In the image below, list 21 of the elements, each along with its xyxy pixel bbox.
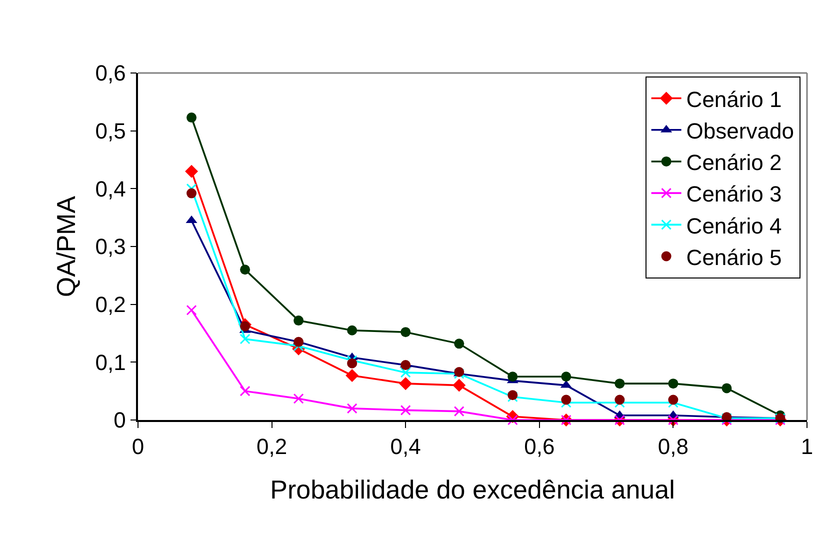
- legend-label: Cenário 1: [686, 86, 782, 112]
- y-tick-label: 0: [114, 408, 126, 433]
- y-tick-label: 0,1: [95, 350, 126, 375]
- legend-label: Cenário 2: [686, 150, 782, 176]
- x-axis-title: Probabilidade do excedência anual: [270, 474, 675, 504]
- y-tick-label: 0,2: [95, 292, 126, 318]
- x-tick-label: 0: [132, 434, 144, 460]
- y-axis-title: QA/PMA: [51, 195, 82, 298]
- x-tick-label: 1: [800, 434, 814, 460]
- y-tick-label: 0,5: [95, 118, 126, 144]
- legend-label: Cenário 4: [686, 213, 782, 238]
- x-tick-label: 0,8: [658, 434, 688, 460]
- legend-label: Cenário 3: [686, 182, 782, 207]
- legend-label: Cenário 5: [686, 244, 782, 270]
- x-tick-label: 0,2: [256, 434, 288, 460]
- legend-label: Observado: [686, 118, 794, 144]
- x-tick-label: 0,6: [524, 434, 555, 460]
- y-tick-label: 0,6: [95, 60, 126, 86]
- x-tick-label: 0,4: [390, 434, 421, 460]
- y-tick-label: 0,4: [95, 176, 126, 202]
- y-tick-label: 0,3: [95, 234, 126, 260]
